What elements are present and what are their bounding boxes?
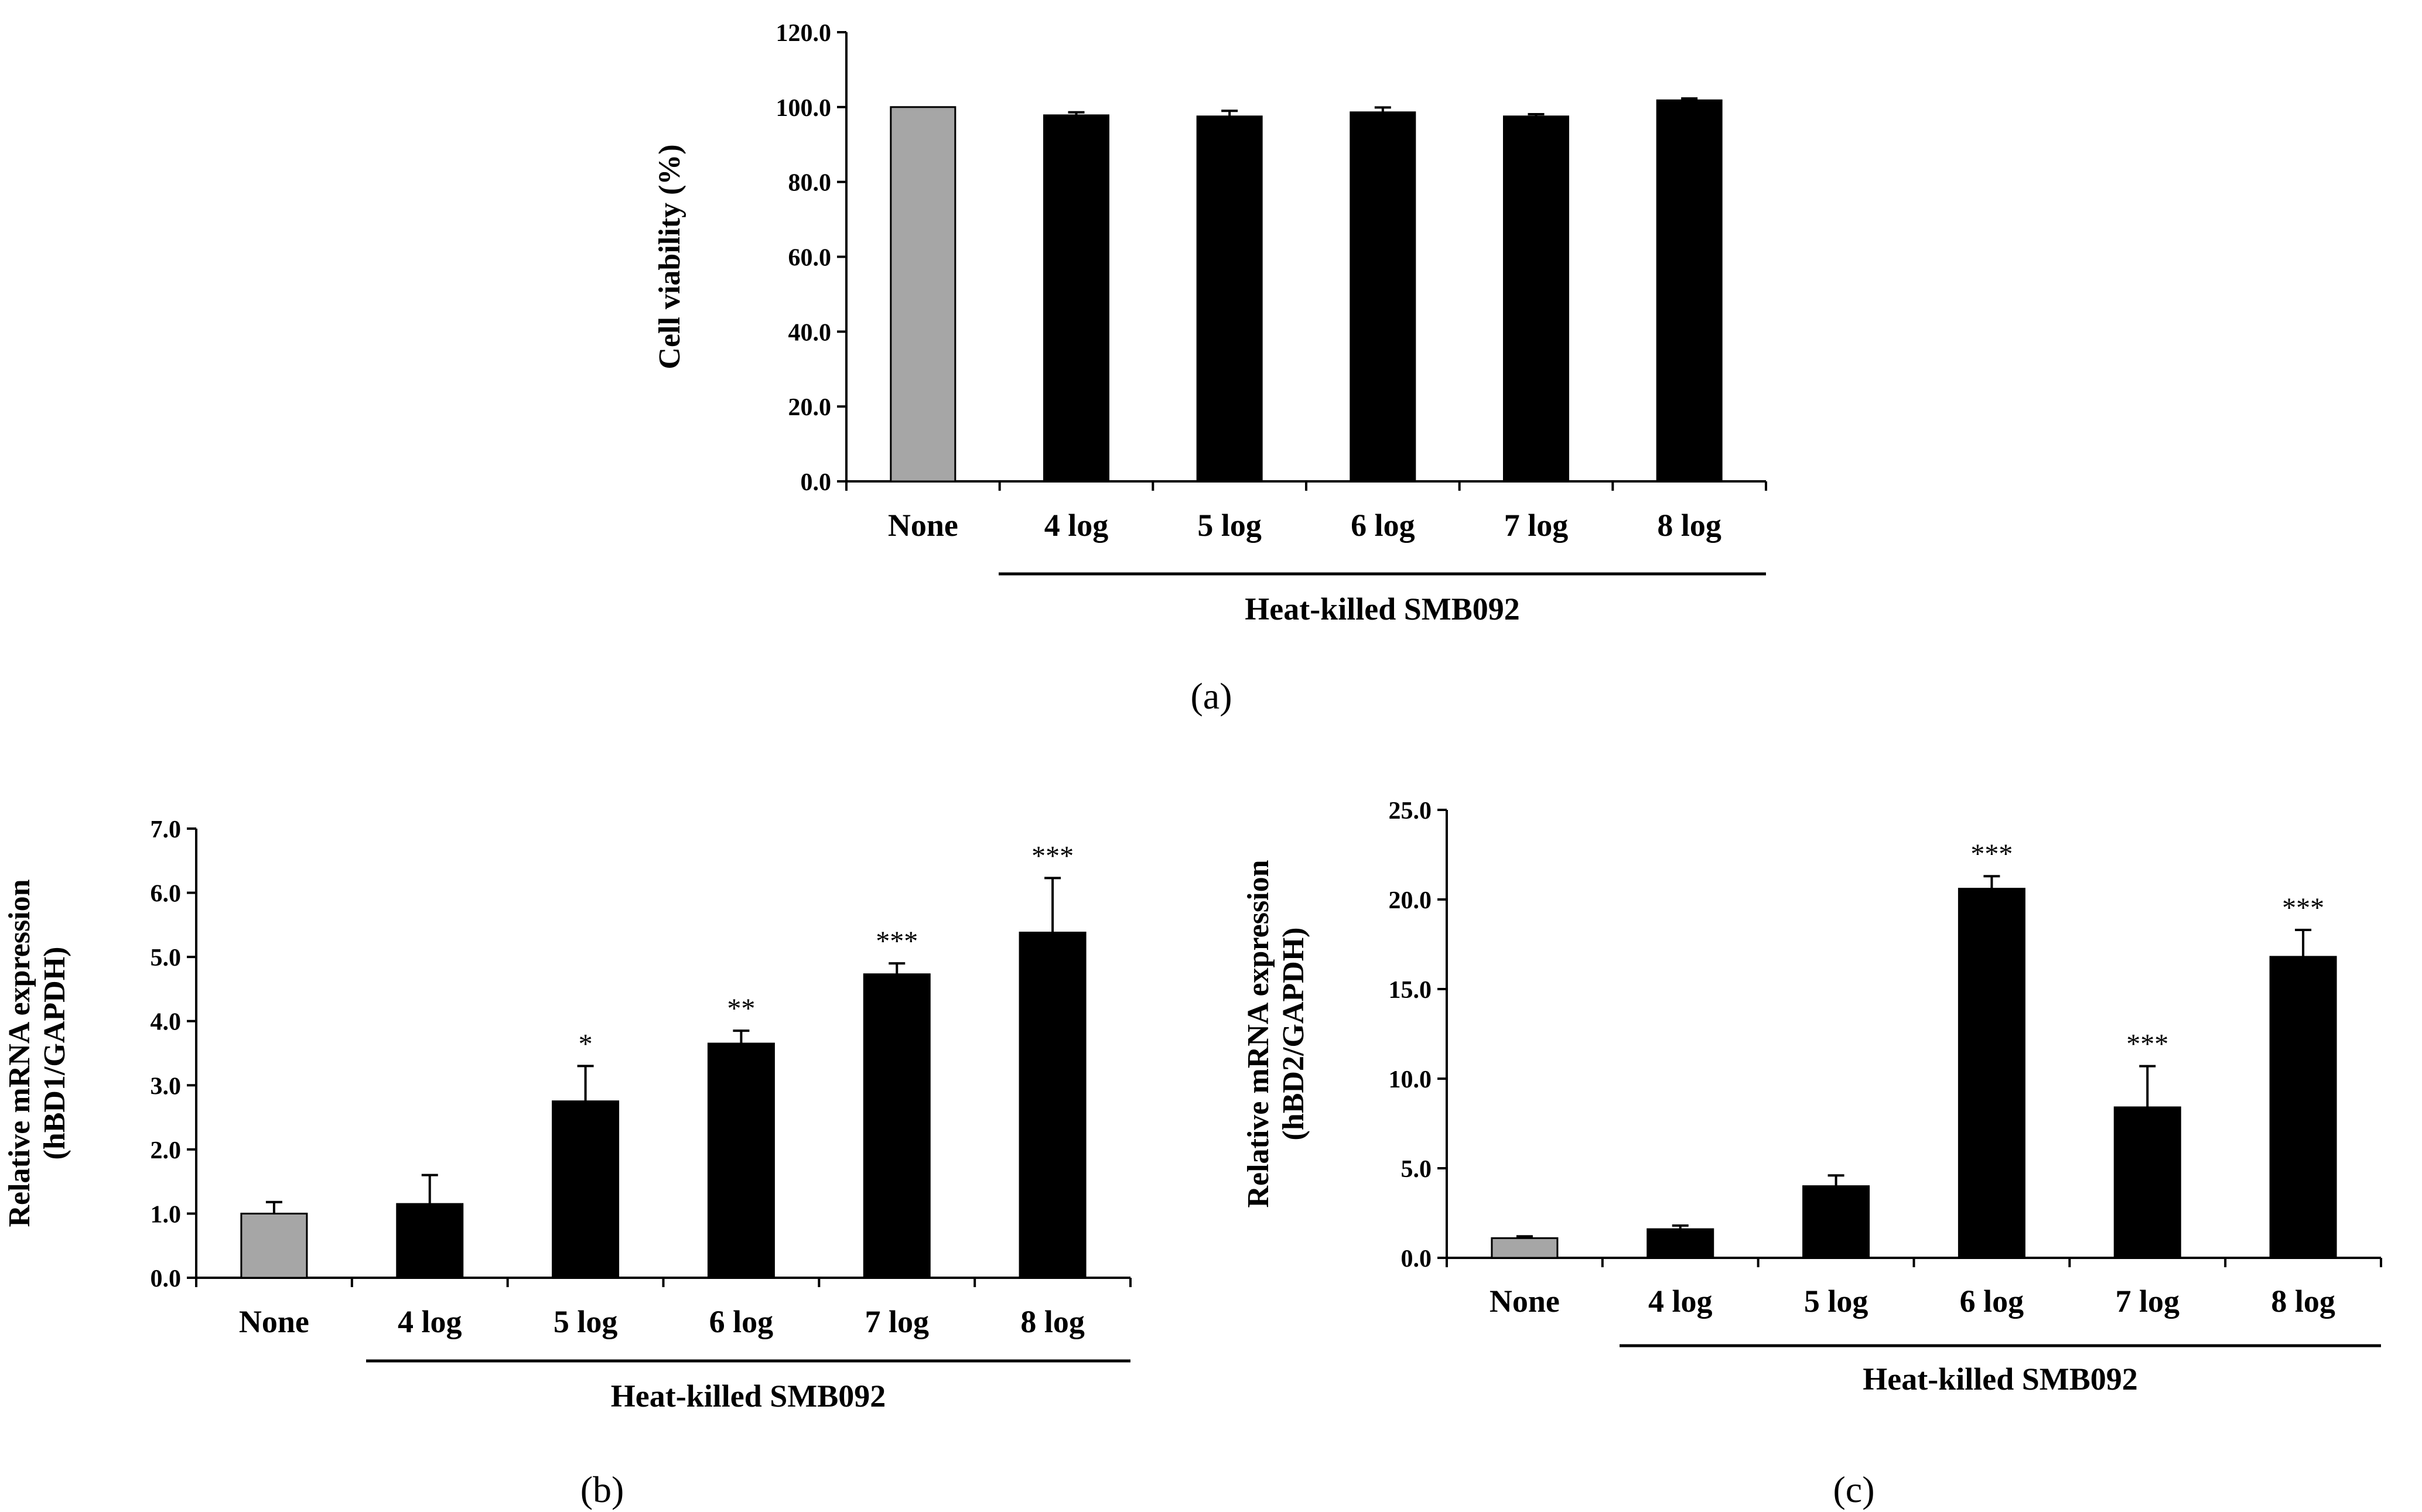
chart-panel-b: 0.0 1.0 2.0 3.0 4.0 5.0 6.0 7.0 None 4 log * 5 log *… [3, 816, 1132, 1510]
category-label: 6 log [1960, 1284, 2024, 1319]
y-axis-title: Cell viability (%) [653, 144, 686, 369]
y-tick-label: 4.0 [151, 1009, 182, 1036]
group-label: Heat-killed SMB092 [611, 1378, 886, 1414]
y-tick-label: 20.0 [788, 394, 832, 421]
y-tick-label: 0.0 [151, 1265, 182, 1292]
bar-none [1491, 1237, 1559, 1259]
category-label: 6 log [709, 1304, 774, 1339]
y-tick-label: 7.0 [151, 816, 182, 843]
significance-marker: ** [727, 993, 755, 1024]
bar-7-log [2113, 1106, 2181, 1259]
chart-panel-a: 0.0 20.0 40.0 60.0 80.0 100.0 120.0 None 4 log 5 … [653, 20, 1767, 717]
category-label: 5 log [1197, 508, 1262, 543]
category-label: 8 log [1657, 508, 1721, 543]
category-label: 4 log [398, 1304, 462, 1339]
y-axis-title-line: Relative mRNA expression [1242, 860, 1275, 1207]
bar-5-log [552, 1100, 620, 1279]
bar-8-log [2269, 956, 2337, 1259]
significance-marker: *** [1031, 840, 1074, 871]
significance-marker: *** [2282, 892, 2324, 923]
y-axis-title-line: Cell viability (%) [653, 144, 686, 369]
significance-marker: *** [2126, 1029, 2168, 1060]
category-label: 7 log [1504, 508, 1569, 543]
significance-marker: *** [1970, 839, 2013, 870]
bar-6-log [1958, 888, 2025, 1259]
panel-label: (a) [1190, 675, 1232, 717]
bar-4-log [1646, 1228, 1714, 1259]
group-label: Heat-killed SMB092 [1245, 591, 1520, 627]
y-tick-label: 5.0 [151, 945, 182, 971]
y-tick-label: 15.0 [1389, 977, 1432, 1004]
y-tick-label: 3.0 [151, 1073, 182, 1100]
bar-none [240, 1212, 308, 1279]
bar-8-log [1656, 99, 1723, 483]
y-tick-label: 5.0 [1401, 1156, 1432, 1183]
y-tick-label: 100.0 [776, 95, 832, 122]
bar-5-log [1196, 115, 1263, 483]
category-label: 6 log [1351, 508, 1415, 543]
bar-5-log [1802, 1185, 1870, 1259]
bar-7-log [863, 973, 931, 1279]
significance-marker: * [579, 1028, 593, 1059]
category-label: None [239, 1304, 309, 1339]
y-axis-title: Relative mRNA expression(hBD1/GAPDH) [3, 879, 71, 1227]
group-label: Heat-killed SMB092 [1863, 1362, 2138, 1397]
category-label: 4 log [1044, 508, 1109, 543]
y-tick-label: 80.0 [788, 170, 832, 197]
category-label: 5 log [554, 1304, 618, 1339]
bar-8-log [1019, 932, 1087, 1279]
y-axis-title-line: (hBD1/GAPDH) [38, 947, 71, 1160]
bar-4-log [396, 1203, 464, 1279]
chart-panel-c: 0.0 5.0 10.0 15.0 20.0 25.0 None 4 log 5 log *** 6… [1242, 798, 2382, 1510]
y-tick-label: 60.0 [788, 245, 832, 272]
y-tick-label: 120.0 [776, 20, 832, 47]
y-tick-label: 0.0 [1401, 1246, 1432, 1272]
y-tick-label: 10.0 [1389, 1066, 1432, 1093]
y-tick-label: 0.0 [801, 469, 832, 496]
y-tick-label: 20.0 [1389, 887, 1432, 914]
category-label: 4 log [1648, 1284, 1713, 1319]
bar-6-log [707, 1042, 775, 1279]
y-tick-label: 6.0 [151, 881, 182, 908]
y-tick-label: 1.0 [151, 1201, 182, 1228]
y-tick-label: 40.0 [788, 319, 832, 346]
y-tick-label: 25.0 [1389, 798, 1432, 825]
category-label: 5 log [1804, 1284, 1868, 1319]
bar-none [890, 106, 956, 483]
significance-marker: *** [876, 926, 918, 957]
bar-4-log [1043, 114, 1109, 483]
category-label: 7 log [2115, 1284, 2180, 1319]
category-label: 7 log [865, 1304, 929, 1339]
panel-label: (c) [1833, 1469, 1874, 1510]
bar-6-log [1350, 111, 1416, 483]
panel-label: (b) [580, 1469, 624, 1510]
category-label: 8 log [2271, 1284, 2335, 1319]
category-label: 8 log [1020, 1304, 1085, 1339]
category-label: None [1490, 1284, 1560, 1319]
y-axis-title-line: (hBD2/GAPDH) [1277, 928, 1310, 1141]
y-axis-title: Relative mRNA expression(hBD2/GAPDH) [1242, 860, 1310, 1207]
y-tick-label: 2.0 [151, 1137, 182, 1164]
y-axis-title-line: Relative mRNA expression [3, 879, 36, 1227]
bar-7-log [1503, 115, 1569, 483]
category-label: None [888, 508, 958, 543]
